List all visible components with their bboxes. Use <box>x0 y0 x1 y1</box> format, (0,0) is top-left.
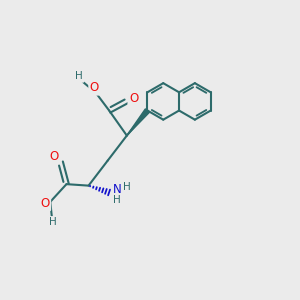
Text: O: O <box>129 92 138 105</box>
Text: H: H <box>123 182 131 191</box>
Text: O: O <box>90 81 99 94</box>
Text: O: O <box>40 197 50 210</box>
Text: H: H <box>113 195 121 205</box>
Text: H: H <box>49 218 57 227</box>
Polygon shape <box>127 109 149 136</box>
Text: O: O <box>50 150 59 163</box>
Text: H: H <box>75 71 83 81</box>
Text: N: N <box>113 183 122 196</box>
